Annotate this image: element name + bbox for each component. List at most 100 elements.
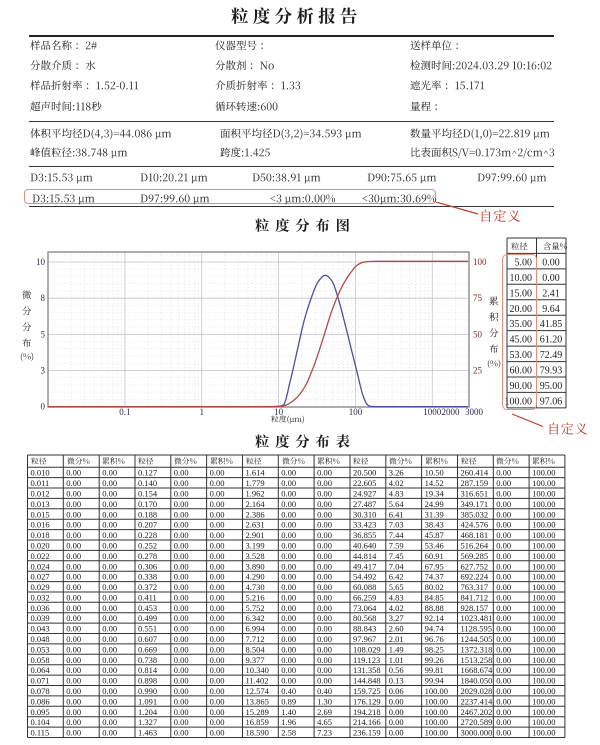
svg-text:0.207: 0.207 bbox=[138, 520, 157, 530]
svg-text:0.00: 0.00 bbox=[66, 509, 81, 519]
svg-text:0.00: 0.00 bbox=[102, 582, 117, 592]
svg-text:0.00: 0.00 bbox=[317, 624, 332, 634]
svg-text:4.83: 4.83 bbox=[389, 593, 404, 603]
svg-text:0.039: 0.039 bbox=[31, 613, 50, 623]
svg-text:0.00: 0.00 bbox=[317, 499, 332, 509]
svg-text:0: 0 bbox=[41, 402, 46, 412]
svg-text:1.01: 1.01 bbox=[389, 655, 404, 665]
svg-text:67.95: 67.95 bbox=[425, 561, 444, 571]
svg-text:8.504: 8.504 bbox=[246, 644, 266, 654]
svg-text:0.00: 0.00 bbox=[102, 551, 117, 561]
svg-text:287.159: 287.159 bbox=[461, 478, 489, 488]
svg-text:0.00: 0.00 bbox=[210, 634, 225, 644]
svg-text:1128.595: 1128.595 bbox=[461, 624, 493, 634]
svg-text:0.00: 0.00 bbox=[281, 541, 296, 551]
svg-text:0.306: 0.306 bbox=[138, 561, 157, 571]
svg-text:100.00: 100.00 bbox=[532, 593, 555, 603]
svg-text:6.41: 6.41 bbox=[389, 509, 404, 519]
svg-text:0.00: 0.00 bbox=[210, 572, 225, 582]
svg-text:0.00: 0.00 bbox=[317, 509, 332, 519]
svg-text:1372.318: 1372.318 bbox=[461, 644, 493, 654]
svg-text:0.00: 0.00 bbox=[496, 613, 511, 623]
svg-text:0.00: 0.00 bbox=[210, 489, 225, 499]
svg-text:0.338: 0.338 bbox=[138, 572, 157, 582]
svg-text:0.00: 0.00 bbox=[496, 603, 511, 613]
svg-text:0.00: 0.00 bbox=[102, 655, 117, 665]
svg-text:3.528: 3.528 bbox=[246, 551, 265, 561]
svg-text:0.00: 0.00 bbox=[317, 468, 332, 478]
svg-text:0.00: 0.00 bbox=[66, 728, 81, 738]
svg-text:1.96: 1.96 bbox=[281, 717, 296, 727]
svg-text:0.00: 0.00 bbox=[210, 644, 225, 654]
svg-text:0.00: 0.00 bbox=[174, 707, 189, 717]
svg-text:928.157: 928.157 bbox=[461, 603, 489, 613]
svg-text:97.06: 97.06 bbox=[540, 396, 563, 407]
svg-text:100: 100 bbox=[473, 257, 487, 267]
svg-text:100.00: 100.00 bbox=[532, 665, 555, 675]
svg-text:100.00: 100.00 bbox=[532, 676, 555, 686]
svg-text:0.00: 0.00 bbox=[496, 696, 511, 706]
svg-text:1.30: 1.30 bbox=[317, 696, 332, 706]
svg-text:385.032: 385.032 bbox=[461, 509, 489, 519]
svg-text:0.064: 0.064 bbox=[31, 665, 51, 675]
svg-text:14.52: 14.52 bbox=[425, 478, 444, 488]
svg-text:0.058: 0.058 bbox=[31, 655, 50, 665]
svg-text:7.712: 7.712 bbox=[246, 634, 265, 644]
svg-text:0.00: 0.00 bbox=[66, 665, 81, 675]
svg-text:0.00: 0.00 bbox=[317, 551, 332, 561]
svg-text:0.00: 0.00 bbox=[102, 696, 117, 706]
svg-text:0.00: 0.00 bbox=[496, 707, 511, 717]
svg-text:2.164: 2.164 bbox=[246, 499, 266, 509]
svg-text:0.010: 0.010 bbox=[31, 468, 50, 478]
svg-text:0.00: 0.00 bbox=[174, 613, 189, 623]
svg-text:1.327: 1.327 bbox=[138, 717, 157, 727]
svg-text:45.00: 45.00 bbox=[510, 335, 533, 346]
svg-text:0.00: 0.00 bbox=[281, 593, 296, 603]
svg-text:627.752: 627.752 bbox=[461, 561, 489, 571]
svg-text:100.00: 100.00 bbox=[532, 696, 555, 706]
svg-text:0.00: 0.00 bbox=[66, 613, 81, 623]
svg-text:3000.000: 3000.000 bbox=[461, 728, 493, 738]
svg-text:0.00: 0.00 bbox=[281, 561, 296, 571]
svg-text:0.00: 0.00 bbox=[102, 644, 117, 654]
svg-text:4.65: 4.65 bbox=[317, 717, 332, 727]
svg-text:468.181: 468.181 bbox=[461, 530, 489, 540]
svg-text:3.26: 3.26 bbox=[389, 468, 404, 478]
svg-text:15.289: 15.289 bbox=[246, 707, 269, 717]
svg-text:74.37: 74.37 bbox=[425, 572, 444, 582]
svg-text:3000: 3000 bbox=[465, 407, 484, 417]
svg-text:108.029: 108.029 bbox=[353, 644, 381, 654]
svg-text:0.00: 0.00 bbox=[174, 530, 189, 540]
svg-text:0.00: 0.00 bbox=[102, 728, 117, 738]
svg-text:0.00: 0.00 bbox=[102, 509, 117, 519]
svg-text:0.00: 0.00 bbox=[66, 717, 81, 727]
svg-text:0.027: 0.027 bbox=[31, 572, 50, 582]
svg-text:0.669: 0.669 bbox=[138, 644, 157, 654]
svg-text:10: 10 bbox=[36, 257, 46, 267]
svg-text:0.012: 0.012 bbox=[31, 489, 50, 499]
svg-text:2720.589: 2720.589 bbox=[461, 717, 493, 727]
svg-text:0.00: 0.00 bbox=[317, 593, 332, 603]
svg-text:100.00: 100.00 bbox=[532, 613, 555, 623]
svg-text:100.00: 100.00 bbox=[532, 478, 555, 488]
svg-text:0.016: 0.016 bbox=[31, 520, 50, 530]
svg-text:0.00: 0.00 bbox=[66, 499, 81, 509]
svg-text:0.00: 0.00 bbox=[496, 676, 511, 686]
svg-text:4.02: 4.02 bbox=[389, 603, 404, 613]
svg-text:0.372: 0.372 bbox=[138, 582, 157, 592]
svg-text:349.171: 349.171 bbox=[461, 499, 489, 509]
svg-text:11.402: 11.402 bbox=[246, 676, 269, 686]
svg-text:0.00: 0.00 bbox=[281, 478, 296, 488]
svg-text:100.00: 100.00 bbox=[532, 603, 555, 613]
svg-text:0.00: 0.00 bbox=[210, 468, 225, 478]
svg-text:100.00: 100.00 bbox=[532, 530, 555, 540]
svg-text:2.386: 2.386 bbox=[246, 509, 265, 519]
svg-text:0.071: 0.071 bbox=[31, 676, 50, 686]
svg-text:1.614: 1.614 bbox=[246, 468, 266, 478]
svg-text:0.990: 0.990 bbox=[138, 686, 157, 696]
svg-text:100.00: 100.00 bbox=[532, 541, 555, 551]
svg-text:176.129: 176.129 bbox=[353, 696, 381, 706]
svg-text:0.018: 0.018 bbox=[31, 530, 50, 540]
svg-text:0.00: 0.00 bbox=[210, 478, 225, 488]
svg-text:0.00: 0.00 bbox=[317, 541, 332, 551]
